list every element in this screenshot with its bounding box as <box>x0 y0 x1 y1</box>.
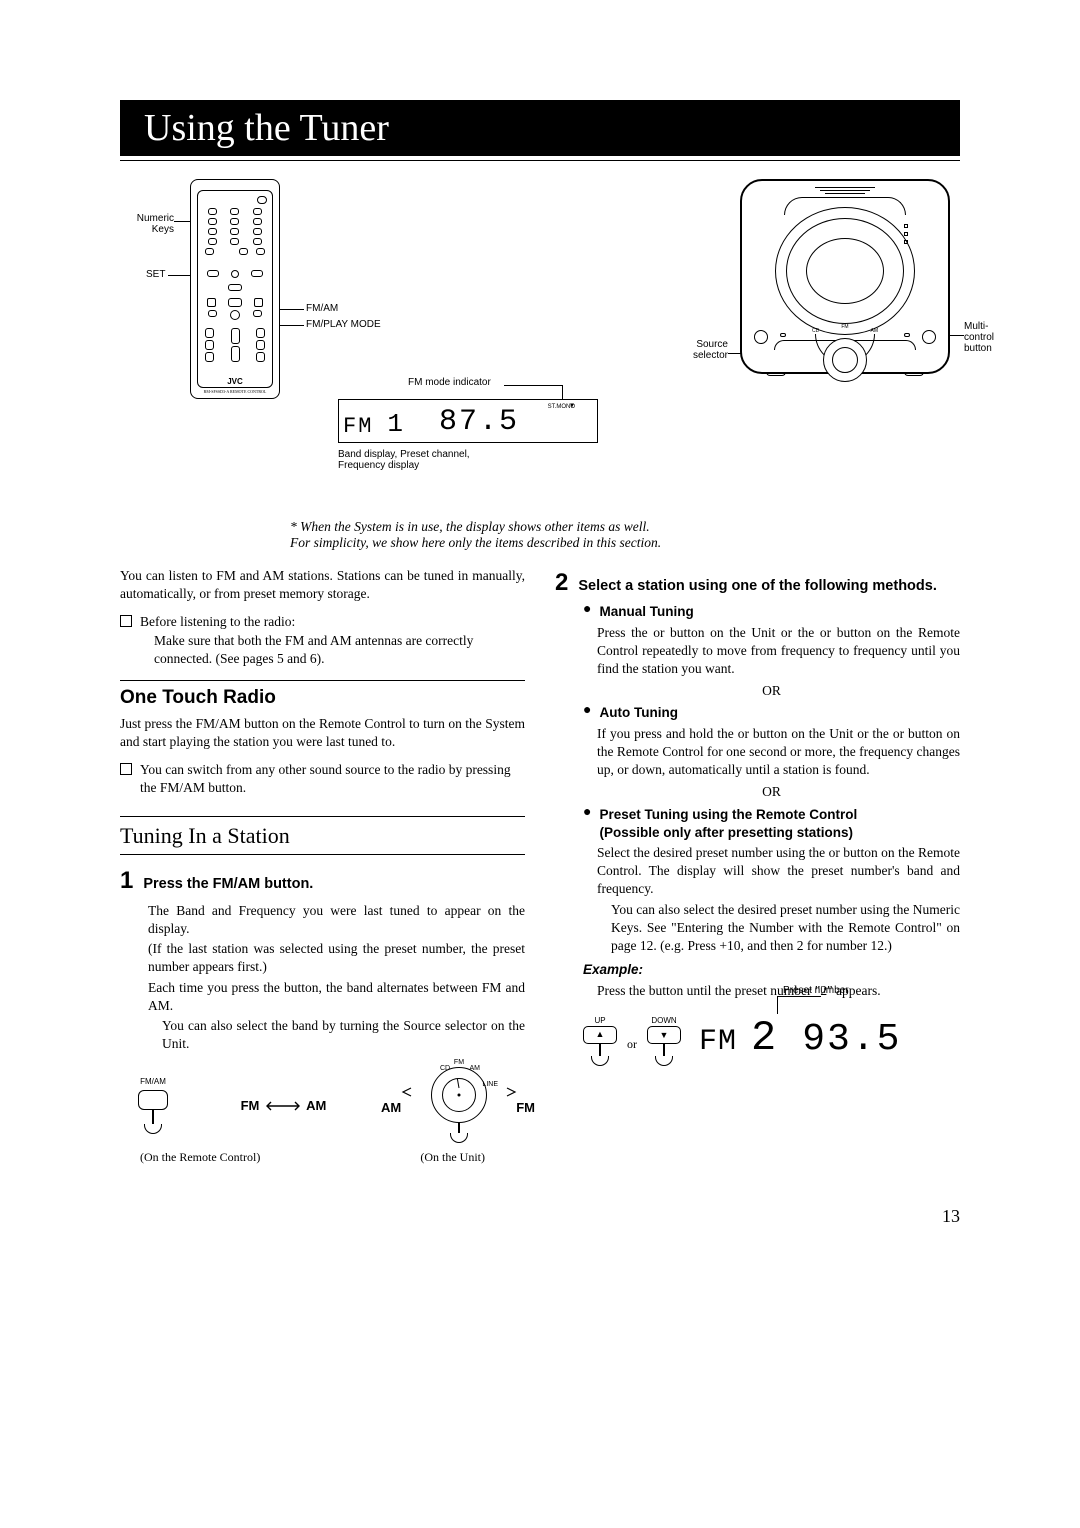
bullet-icon: ● <box>583 806 591 842</box>
dial-lab-cd: CD <box>440 1064 450 1073</box>
s1-body-3: Each time you press the button, the band… <box>148 979 525 1015</box>
preset-tuning-body-1: Select the desired preset number using t… <box>597 844 960 899</box>
diagrams-area: Numeric Keys SET JVC RM-SFSS <box>120 179 960 509</box>
dial-am: AM <box>381 1099 401 1117</box>
label-fmplay: FM/PLAY MODE <box>306 319 381 330</box>
up-button-icon: ▲ <box>583 1026 617 1044</box>
example-diagram: UP ▲ or DOWN ▼ Preset number <box>583 1010 960 1067</box>
preset-tuning-title-1: Preset Tuning using the Remote Control <box>599 806 857 824</box>
intro-text: You can listen to FM and AM stations. St… <box>120 567 525 603</box>
remote-brand: JVC <box>191 377 279 386</box>
heading-one-touch: One Touch Radio <box>120 680 525 711</box>
manual-tuning-title: Manual Tuning <box>599 603 693 621</box>
manual-tuning-head: ● Manual Tuning <box>583 603 960 621</box>
dial-arrow-left-icon <box>399 1087 413 1097</box>
col-right: 2 Select a station using one of the foll… <box>555 567 960 1166</box>
dial-lab-am: AM <box>469 1064 480 1073</box>
fmam-diagrams: FM/AM FM AM AM FM CD FM <box>120 1067 525 1143</box>
caption-unit: (On the Unit) <box>420 1149 485 1165</box>
dial-fm: FM <box>516 1099 535 1117</box>
example-heading: Example: <box>583 961 960 979</box>
bullet-icon: ● <box>583 603 591 621</box>
disp-band: FM <box>699 1022 737 1063</box>
leader-fmam <box>280 309 304 310</box>
checkbox-icon <box>120 763 132 775</box>
dial-arrow-right-icon <box>505 1087 519 1097</box>
s1-body-2: (If the last station was selected using … <box>148 940 525 976</box>
auto-tuning-head: ● Auto Tuning <box>583 704 960 722</box>
am-label: AM <box>306 1098 326 1113</box>
lcd-preset: 1 <box>387 409 405 439</box>
title-underline <box>120 160 960 161</box>
bullet-icon: ● <box>583 704 591 722</box>
step-2-head: 2 Select a station using one of the foll… <box>555 567 960 599</box>
leader-fmplay <box>280 325 304 326</box>
step-1-num: 1 <box>120 865 133 897</box>
preset-tuning-body-2: You can also select the desired preset n… <box>611 901 960 956</box>
check1-lead: Before listening to the radio: <box>140 614 295 629</box>
s1-body-1: The Band and Frequency you were last tun… <box>148 902 525 938</box>
down-button-icon: ▼ <box>647 1026 681 1044</box>
lcd-display: ▾ ST.MONO FM 1 87.5 Band display, Preset… <box>338 399 598 471</box>
leader-fm-mode-v <box>562 385 563 399</box>
lcd-band: FM <box>343 414 373 439</box>
manual-tuning-body: Press the or button on the Unit or the o… <box>597 624 960 679</box>
disp-preset: 2 <box>751 1010 778 1067</box>
source-dial-icon: CD FM AM LINE <box>431 1067 487 1123</box>
checklist-before-listening: Before listening to the radio: Make sure… <box>120 613 525 668</box>
preset-tuning-head: ● Preset Tuning using the Remote Control… <box>583 806 960 842</box>
body-columns: You can listen to FM and AM stations. St… <box>120 567 960 1166</box>
lcd-caption: Band display, Preset channel, Frequency … <box>338 449 598 471</box>
dial-lab-line: LINE <box>482 1080 498 1089</box>
fmam-button-icon <box>138 1090 168 1110</box>
label-source-selector: Source selector <box>693 339 728 361</box>
fmam-btn-label: FM/AM <box>138 1077 168 1088</box>
check2-body: You can switch from any other sound sour… <box>140 761 525 797</box>
label-fmam: FM/AM <box>306 303 338 314</box>
step-1-head: 1 Press the FM/AM button. <box>120 865 525 897</box>
step-2-title: Select a station using one of the follow… <box>578 577 937 596</box>
caption-remote: (On the Remote Control) <box>140 1149 260 1165</box>
col-left: You can listen to FM and AM stations. St… <box>120 567 525 1166</box>
disp-freq: 93.5 <box>802 1014 901 1065</box>
label-multi-control: Multi-control button <box>964 321 994 354</box>
page-title: Using the Tuner <box>120 100 960 156</box>
speaker-diagram: Source selector Multi-control button <box>740 179 950 374</box>
fm-am-swap: FM AM <box>241 1097 327 1115</box>
or-1: OR <box>583 682 960 700</box>
step-1-title: Press the FM/AM button. <box>143 875 313 895</box>
preset-tuning-title-2: (Possible only after presetting stations… <box>599 824 857 842</box>
down-label: DOWN <box>647 1016 681 1027</box>
label-fm-mode: FM mode indicator <box>408 377 491 388</box>
remote-diagram: JVC RM-SFSSD3-A REMOTE CONTROL <box>190 179 280 399</box>
swap-arrow-icon <box>263 1101 303 1111</box>
or-word: or <box>627 1036 637 1066</box>
up-label: UP <box>583 1016 617 1027</box>
checklist-switch-source: You can switch from any other sound sour… <box>120 761 525 797</box>
checkbox-icon <box>120 615 132 627</box>
heading-tuning-in: Tuning In a Station <box>120 816 525 856</box>
lcd-freq: 87.5 <box>439 405 519 439</box>
one-touch-body: Just press the FM/AM button on the Remot… <box>120 715 525 751</box>
dial-lab-fm: FM <box>454 1058 464 1067</box>
label-set: SET <box>146 269 165 280</box>
example-body: Press the button until the preset number… <box>597 982 960 1000</box>
step-2-num: 2 <box>555 567 568 599</box>
s1-body-4: You can also select the band by turning … <box>162 1017 525 1053</box>
or-2: OR <box>583 783 960 801</box>
page-number: 13 <box>120 1206 960 1227</box>
check1-body: Make sure that both the FM and AM antenn… <box>154 632 525 668</box>
auto-tuning-body: If you press and hold the or button on t… <box>597 725 960 780</box>
label-numeric-keys: Numeric Keys <box>114 213 174 235</box>
display-note: * When the System is in use, the display… <box>120 519 960 551</box>
fm-label: FM <box>241 1098 260 1113</box>
auto-tuning-title: Auto Tuning <box>599 704 677 722</box>
leader-fm-mode-h <box>504 385 562 386</box>
